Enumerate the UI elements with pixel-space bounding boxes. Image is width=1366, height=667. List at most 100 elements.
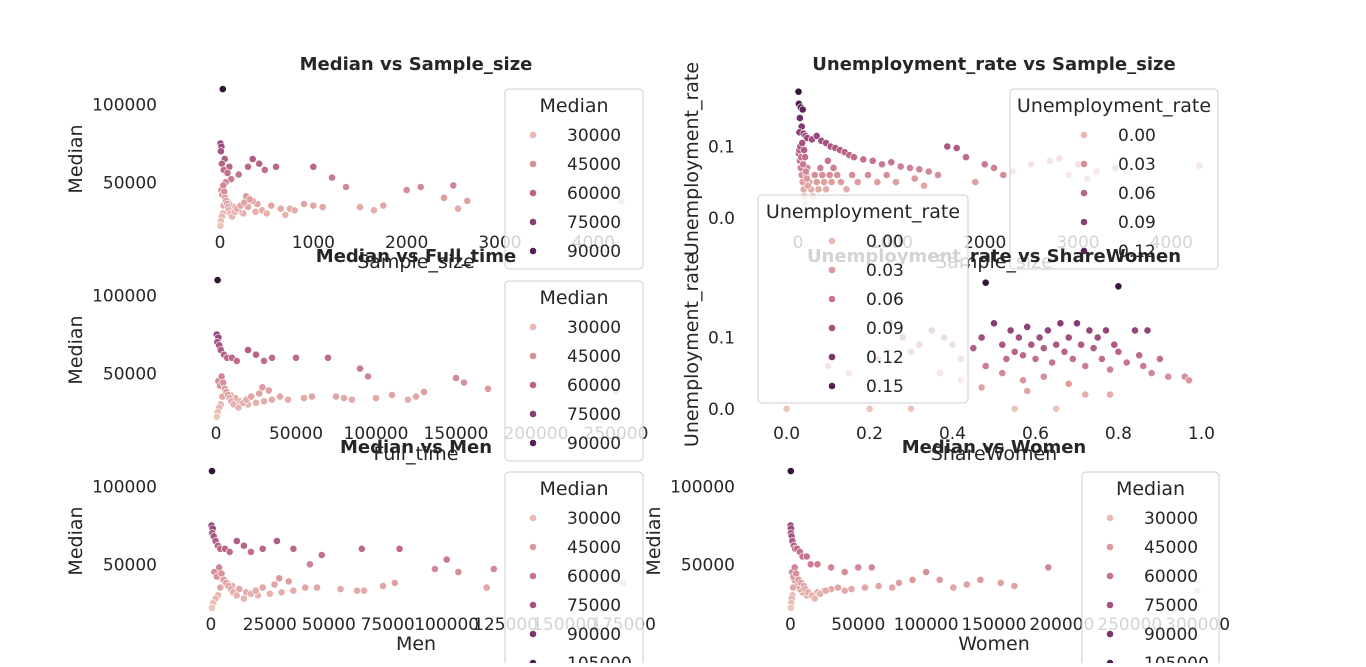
y-tick-label: 100000 — [670, 478, 735, 498]
data-point — [340, 394, 348, 402]
data-point — [272, 162, 280, 171]
data-point — [1114, 282, 1123, 291]
data-point — [829, 163, 838, 172]
data-point — [225, 548, 234, 556]
data-point — [379, 201, 388, 210]
data-point — [300, 200, 308, 208]
data-point — [300, 394, 308, 402]
data-point — [1098, 354, 1106, 363]
legend-entry: 0.12 — [866, 348, 904, 368]
data-point — [821, 586, 830, 595]
y-axis-label: Median — [643, 506, 665, 575]
data-point — [787, 603, 795, 612]
legend-entry: 0.00 — [866, 232, 904, 252]
data-point — [882, 171, 891, 179]
data-point — [822, 185, 830, 194]
data-point — [853, 178, 862, 186]
data-point — [850, 153, 858, 162]
data-point — [800, 146, 808, 154]
data-point — [840, 586, 849, 595]
x-tick-label: 0 — [205, 615, 216, 635]
legend-marker — [1080, 160, 1088, 168]
data-point — [328, 173, 336, 182]
legend-entry: 0.09 — [866, 319, 904, 339]
data-point — [1056, 319, 1065, 328]
data-point — [910, 174, 919, 183]
y-tick-label: 50000 — [103, 364, 157, 384]
data-point — [906, 163, 914, 172]
data-point — [218, 85, 227, 93]
data-point — [258, 544, 267, 553]
legend-frame — [1009, 88, 1219, 270]
data-point — [430, 565, 439, 573]
x-tick-label: 0 — [215, 233, 226, 253]
y-tick-label: 100000 — [92, 96, 157, 116]
legend-entry: 90000 — [567, 625, 621, 645]
data-point — [213, 276, 222, 284]
data-point — [460, 378, 468, 387]
data-point — [999, 171, 1008, 179]
data-point — [878, 160, 886, 169]
data-point — [834, 583, 842, 592]
data-point — [794, 87, 803, 96]
data-point — [873, 178, 882, 186]
y-tick-label: 50000 — [103, 173, 157, 193]
data-point — [390, 579, 399, 587]
legend-marker — [529, 410, 537, 418]
x-tick-label: 0.4 — [939, 424, 966, 444]
data-point — [861, 583, 869, 592]
data-point — [799, 160, 807, 169]
legend: Median 30000 45000 60000 75000 90000 — [504, 88, 644, 270]
chart-title: Unemployment_rate vs Sample_size — [812, 54, 1175, 75]
legend-title: Median — [539, 95, 608, 117]
x-tick-label: 100000 — [894, 615, 959, 635]
data-point — [264, 386, 273, 395]
data-point — [454, 204, 462, 213]
data-point — [379, 582, 387, 590]
data-point — [827, 178, 836, 186]
legend-marker — [529, 439, 537, 447]
legend-marker — [828, 353, 836, 361]
legend-entry: 60000 — [567, 184, 621, 204]
data-point — [803, 181, 812, 190]
x-axis-label: Men — [396, 633, 436, 655]
data-point — [258, 583, 267, 592]
data-point — [1139, 362, 1148, 370]
legend: Median 30000 45000 60000 75000 90000 105000 — [504, 471, 644, 667]
legend-title: Unemployment_rate — [766, 201, 960, 223]
x-tick-label: 0.0 — [773, 424, 800, 444]
data-point — [244, 162, 252, 171]
data-point — [232, 356, 241, 365]
x-tick-label: 2000 — [385, 233, 428, 253]
data-point — [420, 387, 428, 396]
legend-entry: 30000 — [567, 318, 621, 338]
data-point — [874, 582, 883, 590]
data-point — [1131, 326, 1139, 335]
data-point — [1010, 404, 1019, 413]
data-point — [232, 591, 241, 600]
data-point — [489, 565, 498, 573]
data-point — [289, 586, 298, 595]
x-axis-label: ShareWomen — [931, 443, 1057, 465]
legend-entry: 0.09 — [1118, 213, 1156, 233]
data-point — [990, 319, 998, 328]
data-point — [308, 392, 316, 401]
data-point — [969, 344, 978, 353]
legend-entry: 90000 — [567, 242, 621, 262]
data-point — [440, 193, 448, 202]
x-tick-label: 0.2 — [856, 424, 883, 444]
data-point — [1064, 379, 1073, 388]
legend-marker — [529, 514, 537, 522]
data-point — [1064, 333, 1073, 342]
data-point — [896, 162, 905, 171]
data-point — [802, 167, 810, 176]
data-point — [801, 153, 809, 162]
data-point — [255, 159, 264, 168]
data-point — [1002, 354, 1011, 363]
legend-entry: 0.12 — [1118, 242, 1156, 262]
legend-entry: 45000 — [567, 347, 621, 367]
data-point — [1089, 344, 1098, 353]
data-point — [1106, 365, 1114, 374]
data-point — [859, 155, 868, 164]
x-tick-label: 0 — [211, 424, 222, 444]
